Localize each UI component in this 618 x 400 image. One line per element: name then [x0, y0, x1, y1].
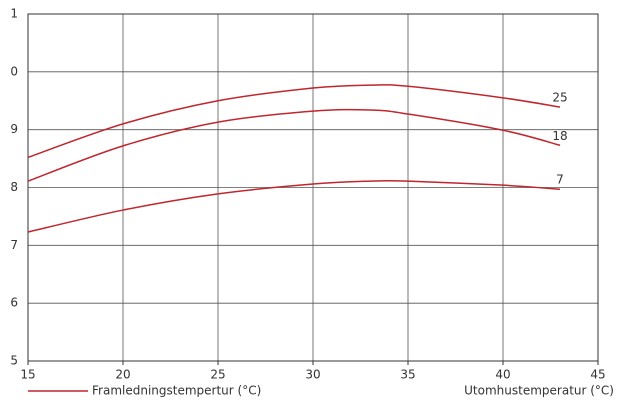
x-tick-label: 20	[115, 368, 130, 382]
y-tick-label: 9	[10, 122, 18, 136]
series-line	[27, 108, 561, 182]
x-tick-label: 30	[305, 368, 320, 382]
y-tick-label: 5	[10, 354, 18, 368]
x-tick-label: 25	[210, 368, 225, 382]
x-tick-label: 45	[590, 368, 605, 382]
series-label: 18	[552, 129, 567, 143]
y-tick-label: 7	[10, 238, 18, 252]
x-tick-label: 35	[400, 368, 415, 382]
x-tick-label: 15	[20, 368, 35, 382]
series-line	[27, 179, 561, 233]
y-tick-label: 8	[10, 180, 18, 194]
series-label: 25	[552, 91, 567, 105]
series-line	[27, 84, 561, 159]
plot-border	[27, 13, 599, 362]
x-axis-label: Utomhustemperatur (°C)	[464, 384, 614, 398]
legend-label: Framledningstempertur (°C)	[92, 384, 261, 398]
y-tick-label: 0	[10, 64, 18, 78]
y-tick-label: 1	[10, 7, 18, 21]
series-label: 7	[556, 173, 564, 187]
y-tick-label: 6	[10, 296, 18, 310]
x-tick-label: 40	[495, 368, 510, 382]
